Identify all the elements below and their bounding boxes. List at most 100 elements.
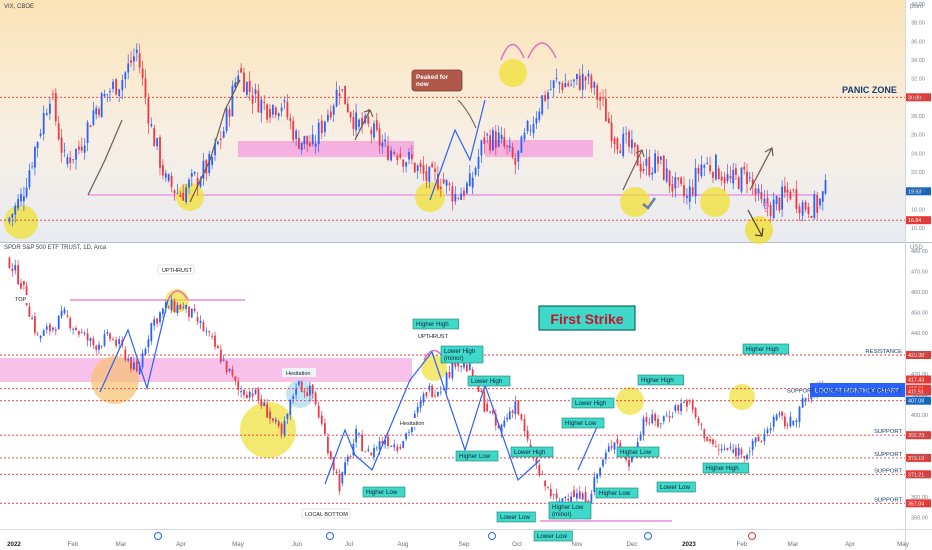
candle-body[interactable] [576,73,578,79]
candle-body[interactable] [804,201,807,210]
candle-body[interactable] [393,444,396,448]
candle-body[interactable] [156,318,158,324]
candle-body[interactable] [775,415,778,421]
candle-body[interactable] [807,207,810,214]
candle-body[interactable] [92,338,95,346]
candle-body[interactable] [329,111,332,118]
candle-body[interactable] [52,327,54,330]
candle-body[interactable] [280,107,283,112]
candle-body[interactable] [225,360,228,373]
candle-body[interactable] [748,450,751,452]
candle-body[interactable] [208,154,211,174]
candle-body[interactable] [622,133,625,157]
candle-body[interactable] [480,140,483,156]
candle-body[interactable] [115,79,117,95]
candle-body[interactable] [66,315,69,317]
earnings-icon[interactable] [748,532,756,540]
candle-body[interactable] [144,78,147,98]
candle-body[interactable] [263,402,266,406]
candle-body[interactable] [100,93,103,118]
candle-body[interactable] [668,170,671,187]
candle-body[interactable] [141,353,144,368]
candle-body[interactable] [570,496,572,503]
candle-body[interactable] [538,465,541,475]
candle-body[interactable] [544,95,546,101]
candle-body[interactable] [584,492,587,509]
candle-body[interactable] [503,420,506,427]
candle-body[interactable] [115,339,117,346]
candle-body[interactable] [240,391,242,393]
candle-body[interactable] [118,339,121,344]
candle-body[interactable] [642,418,645,435]
candle-body[interactable] [274,419,277,422]
candle-body[interactable] [645,417,648,422]
candle-body[interactable] [266,104,268,120]
candle-body[interactable] [147,98,150,124]
candle-body[interactable] [214,335,216,347]
candle-body[interactable] [535,118,538,124]
candle-body[interactable] [8,257,11,269]
candle-body[interactable] [789,416,792,427]
candle-body[interactable] [283,100,286,102]
candle-body[interactable] [182,307,185,308]
candle-body[interactable] [185,304,187,309]
candle-body[interactable] [112,339,114,340]
candle-body[interactable] [720,449,723,451]
candle-body[interactable] [280,424,283,434]
candle-body[interactable] [320,415,323,424]
candle-body[interactable] [541,473,544,475]
candle-body[interactable] [570,84,572,86]
candle-body[interactable] [257,388,260,401]
candle-body[interactable] [740,167,743,192]
candle-body[interactable] [196,317,199,322]
candle-body[interactable] [306,135,309,145]
candle-body[interactable] [483,137,486,144]
candle-body[interactable] [144,348,147,355]
candle-body[interactable] [314,392,317,405]
candle-body[interactable] [225,108,228,131]
candle-body[interactable] [39,335,42,339]
candle-body[interactable] [31,318,33,319]
candle-body[interactable] [596,85,599,100]
candle-body[interactable] [387,436,389,447]
candle-body[interactable] [309,143,311,147]
candle-body[interactable] [466,364,468,372]
candle-body[interactable] [335,89,338,107]
candle-body[interactable] [260,399,263,406]
candle-body[interactable] [109,333,111,339]
candle-body[interactable] [179,305,182,310]
candle-body[interactable] [619,150,622,153]
candle-body[interactable] [188,179,190,188]
candle-body[interactable] [28,170,31,188]
candle-body[interactable] [448,183,451,185]
candle-body[interactable] [517,400,520,415]
candle-body[interactable] [813,194,816,218]
candle-body[interactable] [402,159,405,167]
candle-body[interactable] [547,92,549,100]
candle-body[interactable] [633,142,636,147]
candle-body[interactable] [176,304,179,313]
candle-body[interactable] [642,169,645,172]
candle-body[interactable] [660,156,662,160]
candle-body[interactable] [511,410,514,413]
vix-candles[interactable] [8,43,827,227]
candle-body[interactable] [703,165,706,168]
candle-body[interactable] [257,90,260,113]
candle-body[interactable] [173,301,176,312]
candle-body[interactable] [778,197,781,211]
candle-body[interactable] [662,416,665,422]
dividend-icon[interactable] [488,532,496,540]
candle-body[interactable] [150,124,153,126]
candle-body[interactable] [688,186,691,202]
candle-body[interactable] [538,111,541,120]
candle-body[interactable] [228,368,231,372]
candle-body[interactable] [442,179,445,184]
candle-body[interactable] [36,333,39,335]
candle-body[interactable] [616,138,619,150]
candle-body[interactable] [754,188,757,195]
candle-body[interactable] [373,447,375,457]
candle-body[interactable] [816,194,819,213]
candle-body[interactable] [746,171,748,184]
candle-body[interactable] [329,451,332,460]
candle-body[interactable] [654,153,656,173]
